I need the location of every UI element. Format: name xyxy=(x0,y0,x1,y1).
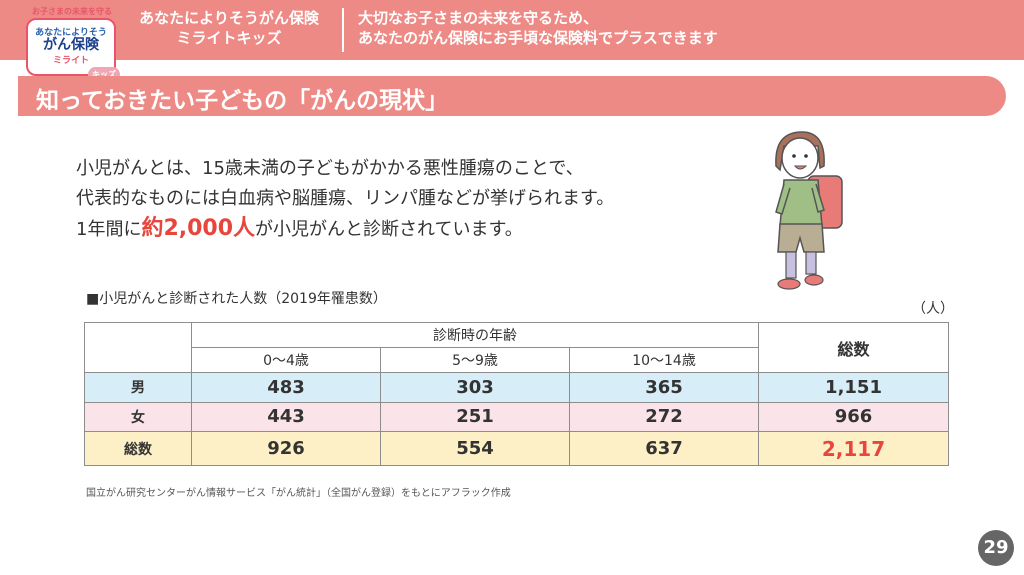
table-cell: 272 xyxy=(568,401,760,433)
logo-line1: あなたによりそう xyxy=(35,28,107,38)
header-bar xyxy=(0,0,1024,60)
logo-line2: がん保険 xyxy=(43,37,99,53)
age-group-header: 診断時の年齢 xyxy=(190,322,760,348)
logo-badge: あなたによりそう がん保険 ミライト キッズ xyxy=(26,18,120,82)
tagline-line1: 大切なお子さまの未来を守るため、 xyxy=(358,9,599,27)
table-cell: 443 xyxy=(191,401,381,433)
header-tagline: 大切なお子さまの未来を守るため、 あなたのがん保険にお手頃な保険料でプラスできま… xyxy=(358,8,718,48)
intro-line3-pre: 1年間に xyxy=(76,219,142,240)
table-cell: 251 xyxy=(380,401,570,433)
row-total-cell: 966 xyxy=(758,401,950,433)
tagline-line2: あなたのがん保険にお手頃な保険料でプラスできます xyxy=(358,29,718,47)
table-cell: 926 xyxy=(191,431,381,466)
product-logo: お子さまの未来を守る あなたによりそう がん保険 ミライト キッズ xyxy=(24,6,120,82)
intro-text: 小児がんとは、15歳未満の子どもがかかる悪性腫瘍のことで、 代表的なものには白血… xyxy=(76,154,614,245)
logo-top-text: お子さまの未来を守る xyxy=(32,7,112,16)
column-header: 10～14歳 xyxy=(568,347,760,373)
row-total-cell: 1,151 xyxy=(758,372,950,403)
table-caption: ■小児がんと診断された人数（2019年罹患数） xyxy=(86,291,387,307)
grand-total-cell: 2,117 xyxy=(758,431,950,466)
table-corner-cell xyxy=(84,322,192,373)
product-name: あなたによりそうがん保険 ミライトキッズ xyxy=(122,8,336,48)
product-name-line2: ミライトキッズ xyxy=(176,29,282,47)
section-title: 知っておきたい子どもの「がんの現状」 xyxy=(36,88,449,114)
section-title-bar: 知っておきたい子どもの「がんの現状」 xyxy=(18,76,1006,116)
table-cell: 483 xyxy=(191,372,381,403)
column-header: 0～4歳 xyxy=(191,347,381,373)
intro-line3: 1年間に約2,000人が小児がんと診断されています。 xyxy=(76,214,614,245)
logo-line3: ミライト xyxy=(52,56,89,66)
table-cell: 365 xyxy=(568,372,760,403)
table-cell: 554 xyxy=(380,431,570,466)
intro-highlight: 約2,000人 xyxy=(141,216,256,241)
girl-illustration xyxy=(775,131,843,290)
total-column-header: 総数 xyxy=(758,322,950,373)
table-row-female: 女 443 251 272 966 xyxy=(84,401,950,433)
table-subheader-row: 0～4歳 5～9歳 10～14歳 xyxy=(85,347,949,373)
column-header: 5～9歳 xyxy=(380,347,570,373)
row-label: 総数 xyxy=(84,431,192,466)
table-row-total: 総数 926 554 637 2,117 xyxy=(84,431,950,466)
header-divider xyxy=(342,8,344,52)
row-label: 男 xyxy=(84,372,192,403)
intro-line1: 小児がんとは、15歳未満の子どもがかかる悪性腫瘍のことで、 xyxy=(76,158,584,179)
table-cell: 637 xyxy=(568,431,760,466)
source-note: 国立がん研究センターがん情報サービス「がん統計」（全国がん登録）をもとにアフラッ… xyxy=(86,488,511,499)
table-unit: （人） xyxy=(912,301,954,317)
table-header-row: 診断時の年齢 総数 xyxy=(84,322,950,373)
intro-line2: 代表的なものには白血病や脳腫瘍、リンパ腫などが挙げられます。 xyxy=(76,188,615,209)
diagnosis-table: 診断時の年齢 総数 0～4歳 5～9歳 10～14歳 男 483 303 365… xyxy=(84,322,950,466)
product-name-line1: あなたによりそうがん保険 xyxy=(139,9,319,27)
table-cell: 303 xyxy=(380,372,570,403)
page-number: 29 xyxy=(978,530,1014,566)
row-label: 女 xyxy=(84,401,192,433)
intro-line3-post: が小児がんと診断されています。 xyxy=(255,219,523,240)
table-row-male: 男 483 303 365 1,151 xyxy=(84,372,950,403)
